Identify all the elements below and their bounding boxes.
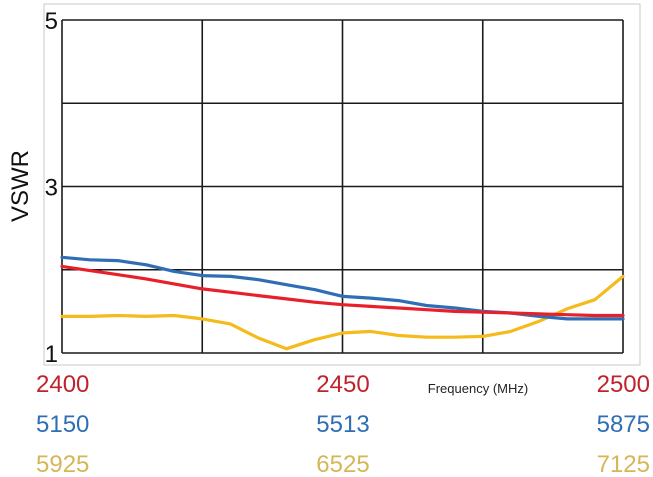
y-tick-label: 1: [45, 341, 58, 368]
x-axis-label: Frequency (MHz): [428, 381, 528, 396]
x-tick-label: 7125: [597, 451, 650, 477]
series-line-2: [60, 274, 625, 351]
x-tick-label: 5875: [597, 411, 650, 438]
x-tick-label: 5513: [316, 411, 369, 438]
x-tick-label: 6525: [316, 451, 369, 477]
y-tick-label: 3: [45, 175, 58, 202]
series-line-1: [60, 255, 625, 321]
x-tick-label: 2500: [597, 371, 650, 398]
y-axis-label: VSWR: [7, 150, 34, 222]
x-tick-label: 5150: [36, 411, 89, 438]
series-line-0: [60, 264, 625, 318]
x-tick-label: 2450: [316, 371, 369, 398]
y-tick-label: 5: [45, 8, 58, 35]
x-tick-label: 5925: [36, 451, 89, 477]
x-tick-label: 2400: [36, 371, 89, 398]
grid-lines: [61, 19, 624, 354]
